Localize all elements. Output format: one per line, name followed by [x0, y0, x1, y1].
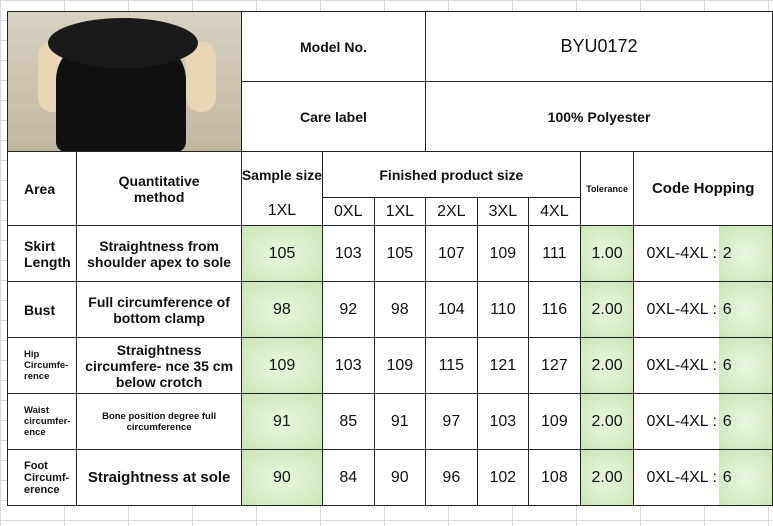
size-chart-table: Model No. BYU0172 Care label 100% Polyes…: [6, 11, 773, 506]
hop-cell[interactable]: 2: [718, 225, 773, 282]
size-value-cell[interactable]: 84: [322, 449, 375, 506]
sample-header: Sample size: [240, 151, 324, 198]
method-cell[interactable]: Straightness from shoulder apex to sole: [76, 225, 242, 282]
size-value-cell[interactable]: 108: [528, 449, 581, 506]
size-value-cell[interactable]: 104: [425, 281, 478, 338]
size-value-cell[interactable]: 111: [528, 225, 581, 282]
tolerance-cell[interactable]: 1.00: [579, 225, 635, 282]
method-cell[interactable]: Bone position degree full circumference: [76, 393, 242, 450]
model-label: Model No.: [240, 11, 427, 82]
hop-cell[interactable]: 6: [718, 337, 773, 394]
size-header: 0XL: [322, 197, 375, 226]
tolerance-cell[interactable]: 2.00: [579, 393, 635, 450]
range-cell[interactable]: 0XL-4XL :: [633, 449, 719, 506]
range-cell[interactable]: 0XL-4XL :: [633, 337, 719, 394]
table-row: Bust Full circumference of bottom clamp 98…: [6, 281, 773, 338]
size-value-cell[interactable]: 109: [373, 337, 427, 394]
size-value-cell[interactable]: 97: [425, 393, 478, 450]
sample-cell[interactable]: 90: [240, 449, 324, 506]
size-value-cell[interactable]: 103: [476, 393, 530, 450]
code-hopping-header: Code Hopping: [633, 151, 773, 226]
finished-header: Finished product size: [322, 151, 581, 198]
size-value-cell[interactable]: 103: [322, 225, 375, 282]
size-value-cell[interactable]: 103: [322, 337, 375, 394]
hop-cell[interactable]: 6: [718, 393, 773, 450]
size-value-cell[interactable]: 98: [373, 281, 427, 338]
size-value-cell[interactable]: 115: [425, 337, 478, 394]
tolerance-cell[interactable]: 2.00: [579, 337, 635, 394]
tolerance-cell[interactable]: 2.00: [579, 281, 635, 338]
care-value[interactable]: 100% Polyester: [425, 81, 773, 152]
area-cell[interactable]: Waist circumfer- ence: [6, 393, 78, 450]
area-header: Area: [6, 151, 78, 226]
size-header: 4XL: [528, 197, 581, 226]
sample-cell[interactable]: 105: [240, 225, 324, 282]
method-cell[interactable]: Full circumference of bottom clamp: [76, 281, 242, 338]
care-label: Care label: [240, 81, 427, 152]
tolerance-header: Tolerance: [579, 151, 635, 226]
method-cell[interactable]: Straightness at sole: [76, 449, 242, 506]
size-value-cell[interactable]: 102: [476, 449, 530, 506]
size-value-cell[interactable]: 90: [373, 449, 427, 506]
size-value-cell[interactable]: 116: [528, 281, 581, 338]
size-value-cell[interactable]: 127: [528, 337, 581, 394]
size-value-cell[interactable]: 107: [425, 225, 478, 282]
table-row: Skirt Length Straightness from shoulder a…: [6, 225, 773, 282]
sample-cell[interactable]: 109: [240, 337, 324, 394]
table-row: Foot Circumf- erence Straightness at sole…: [6, 449, 773, 506]
range-cell[interactable]: 0XL-4XL :: [633, 393, 719, 450]
sample-cell[interactable]: 91: [240, 393, 324, 450]
table-row: Hip Circumfe- rence Straightness circumfe…: [6, 337, 773, 394]
table-row: Waist circumfer- ence Bone position degre…: [6, 393, 773, 450]
size-value-cell[interactable]: 105: [373, 225, 427, 282]
model-value[interactable]: BYU0172: [425, 11, 773, 82]
area-cell[interactable]: Bust: [6, 281, 78, 338]
sample-cell[interactable]: 98: [240, 281, 324, 338]
area-cell[interactable]: Hip Circumfe- rence: [6, 337, 78, 394]
size-header: 3XL: [476, 197, 530, 226]
sample-size-label: 1XL: [240, 197, 324, 226]
size-value-cell[interactable]: 109: [528, 393, 581, 450]
size-value-cell[interactable]: 92: [322, 281, 375, 338]
hop-cell[interactable]: 6: [718, 281, 773, 338]
range-cell[interactable]: 0XL-4XL :: [633, 225, 719, 282]
size-value-cell[interactable]: 96: [425, 449, 478, 506]
size-header: 2XL: [425, 197, 478, 226]
range-cell[interactable]: 0XL-4XL :: [633, 281, 719, 338]
size-header: 1XL: [373, 197, 427, 226]
hop-cell[interactable]: 6: [718, 449, 773, 506]
size-value-cell[interactable]: 91: [373, 393, 427, 450]
product-photo: [7, 11, 242, 152]
tolerance-cell[interactable]: 2.00: [579, 449, 635, 506]
size-value-cell[interactable]: 109: [476, 225, 530, 282]
method-header: Quantitative method: [76, 151, 242, 226]
size-value-cell[interactable]: 121: [476, 337, 530, 394]
area-cell[interactable]: Skirt Length: [6, 225, 78, 282]
size-value-cell[interactable]: 110: [476, 281, 530, 338]
size-value-cell[interactable]: 85: [322, 393, 375, 450]
method-cell[interactable]: Straightness circumfere- nce 35 cm below…: [76, 337, 242, 394]
area-cell[interactable]: Foot Circumf- erence: [6, 449, 78, 506]
